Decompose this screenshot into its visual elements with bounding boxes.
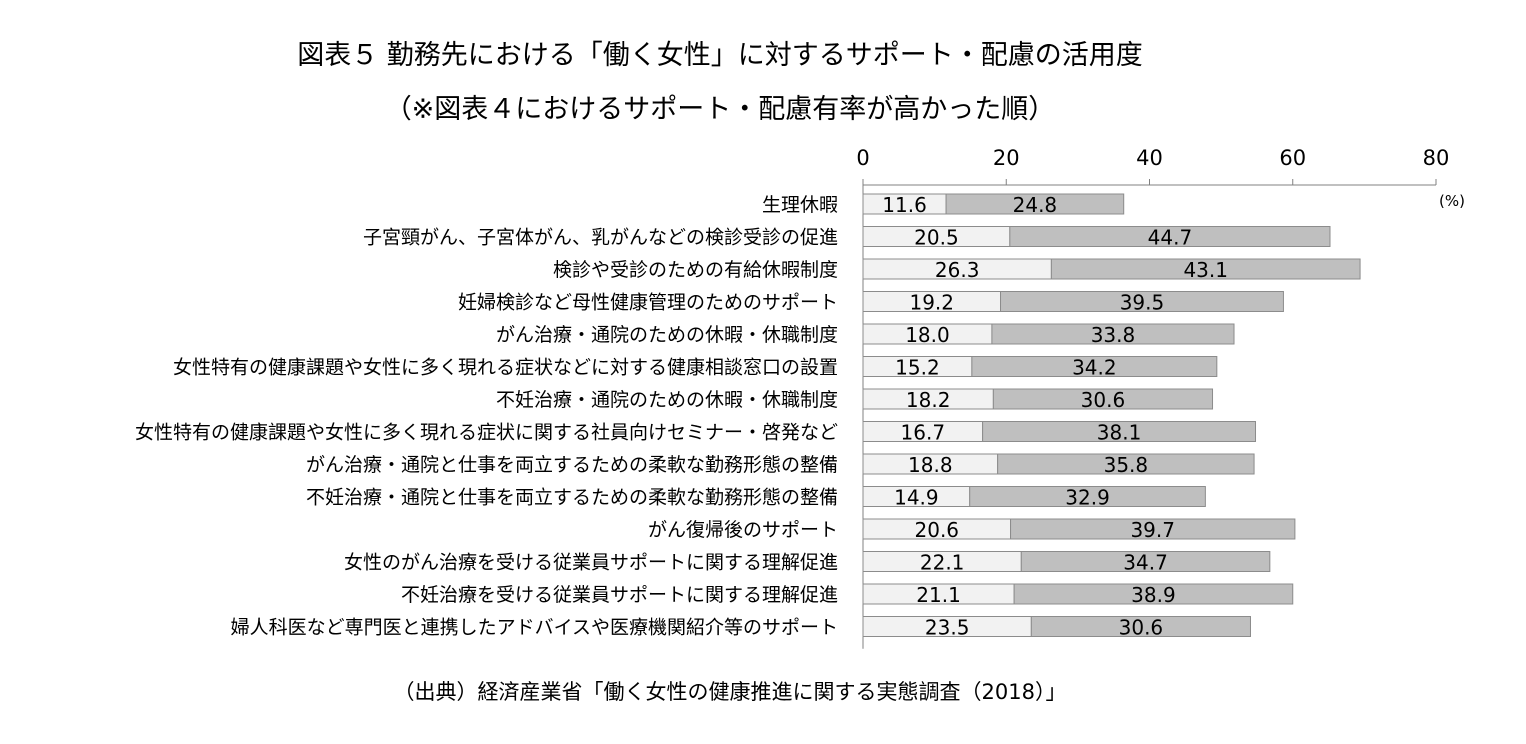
x-tick-label: 0	[856, 146, 869, 170]
data-label: 30.6	[1119, 616, 1164, 640]
chart-subtitle: （※図表４におけるサポート・配慮有率が高かった順）	[384, 94, 1056, 125]
data-label: 38.9	[1131, 583, 1176, 607]
bar-segment	[1013, 583, 1294, 605]
x-tick-label: 20	[993, 146, 1020, 170]
category-label: 女性のがん治療を受ける従業員サポートに関する理解促進	[344, 552, 838, 574]
data-label: 34.2	[1072, 356, 1117, 380]
category-label: 不妊治療・通院と仕事を両立するための柔軟な勤務形態の整備	[306, 487, 838, 509]
bar-segment	[991, 323, 1235, 345]
bar-segment	[997, 453, 1255, 475]
category-label: がん治療・通院のための休暇・休職制度	[496, 324, 838, 346]
bar-segment	[1010, 518, 1296, 540]
category-label: がん治療・通院と仕事を両立するための柔軟な勤務形態の整備	[306, 454, 838, 476]
x-tick-label: 80	[1423, 146, 1450, 170]
data-label: 33.8	[1091, 323, 1136, 347]
data-label: 39.5	[1120, 291, 1165, 315]
bar-segment	[1030, 616, 1251, 637]
data-label: 20.6	[915, 518, 960, 542]
category-label: 女性特有の健康課題や女性に多く現れる症状などに対する健康相談窓口の設置	[173, 357, 838, 379]
data-label: 18.0	[905, 323, 950, 347]
bar-segment	[1050, 258, 1361, 280]
bar-segment	[1000, 291, 1284, 312]
data-label: 24.8	[1013, 193, 1058, 217]
category-label: 生理休暇	[762, 194, 838, 216]
category-label: 検診や受診のための有給休暇制度	[553, 259, 838, 281]
bar-segment	[1009, 226, 1331, 247]
category-label: 不妊治療を受ける従業員サポートに関する理解促進	[401, 584, 838, 606]
bar-segment	[982, 421, 1257, 442]
data-label: 34.7	[1123, 551, 1168, 575]
data-label: 30.6	[1081, 388, 1126, 412]
source-note: （出典）経済産業省「働く女性の健康推進に関する実態調査（2018）」	[393, 680, 1067, 704]
category-label: 婦人科医など専門医と連携したアドバイスや医療機関紹介等のサポート	[231, 617, 838, 639]
data-label: 39.7	[1130, 518, 1175, 542]
category-label: 女性特有の健康課題や女性に多く現れる症状に関する社員向けセミナー・啓発など	[135, 422, 838, 444]
category-label: 子宮頸がん、子宮体がん、乳がんなどの検診受診の促進	[363, 227, 838, 249]
category-label: がん復帰後のサポート	[648, 519, 838, 541]
bar-segment	[992, 388, 1214, 410]
bar-segment	[971, 356, 1218, 377]
chart-title: 図表５ 勤務先における「働く女性」に対するサポート・配慮の活用度	[297, 40, 1143, 71]
data-label: 18.2	[906, 388, 951, 412]
data-label: 20.5	[914, 226, 959, 250]
unit-label: (%)	[1439, 192, 1465, 210]
bar-segment	[969, 486, 1206, 507]
data-label: 26.3	[935, 258, 980, 282]
data-label: 14.9	[894, 486, 939, 510]
data-label: 35.8	[1104, 453, 1149, 477]
data-label: 32.9	[1065, 486, 1110, 510]
data-label: 44.7	[1148, 226, 1193, 250]
category-label: 不妊治療・通院のための休暇・休職制度	[496, 389, 838, 411]
data-label: 16.7	[901, 421, 946, 445]
bar-segment	[945, 193, 1125, 215]
data-label: 11.6	[882, 193, 927, 217]
data-label: 22.1	[920, 551, 965, 575]
data-label: 19.2	[909, 291, 954, 315]
bar-segment	[1020, 551, 1271, 572]
data-label: 18.8	[908, 453, 953, 477]
x-tick-label: 40	[1136, 146, 1163, 170]
data-label: 15.2	[895, 356, 940, 380]
data-label: 43.1	[1183, 258, 1228, 282]
x-tick-label: 60	[1279, 146, 1306, 170]
category-label: 妊婦検診など母性健康管理のためのサポート	[458, 292, 838, 314]
data-label: 21.1	[916, 583, 961, 607]
data-label: 38.1	[1097, 421, 1142, 445]
data-label: 23.5	[925, 616, 970, 640]
